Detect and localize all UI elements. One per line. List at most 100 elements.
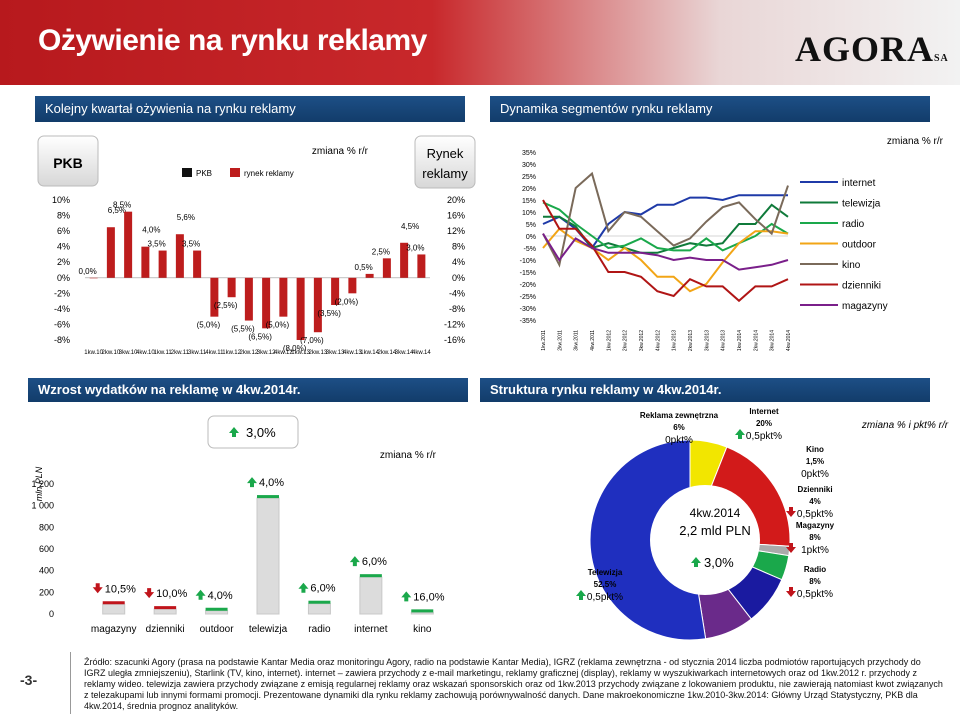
y-right-tick: -16%	[444, 335, 465, 345]
x-tick-label: 1kw.2012	[606, 330, 612, 351]
total-change-arrow	[229, 427, 239, 437]
x-tick-label: 1kw.2013	[672, 330, 678, 351]
spend-bar-cap	[205, 607, 228, 611]
y-left-tick: 8%	[57, 211, 70, 221]
ad-spend-growth-chart: mln PLN zmiana % r/r 3,0% 1 200 1 000 800 60…	[31, 415, 445, 635]
ad-market-bar	[382, 258, 391, 278]
spend-bar	[307, 603, 331, 615]
ad-market-label: 8,5%	[113, 201, 131, 210]
x-tick-label: 3kw.11	[188, 350, 207, 356]
series-line-dzienniki	[542, 199, 789, 303]
ad-market-label: (2,5%)	[214, 301, 238, 310]
ad-market-bar	[313, 277, 322, 333]
y-left-tick: -8%	[54, 335, 70, 345]
y-tick: -35%	[520, 318, 536, 325]
legend-pkb: PKB	[196, 169, 212, 178]
y-tick: 35%	[522, 150, 536, 157]
y-tick: 20%	[522, 186, 536, 193]
y-left-tick: 10%	[52, 195, 70, 205]
slice-share: 6%	[673, 423, 685, 432]
slice-name: Reklama zewnętrzna	[640, 411, 719, 420]
slice-name: Magazyny	[796, 521, 835, 530]
y-left-tick: -4%	[54, 304, 70, 314]
pie-center	[650, 485, 760, 595]
y-tick: 30%	[522, 162, 536, 169]
y-tick: -20%	[520, 282, 536, 289]
slice-change: 0pkt%	[665, 435, 693, 446]
slice-change: 0,5pkt%	[797, 509, 833, 520]
y-right-tick: 16%	[447, 211, 465, 221]
series-line-telewizja	[543, 203, 789, 254]
page-title: Ożywienie na rynku reklamy	[38, 24, 427, 57]
pie-center-period: 4kw.2014	[690, 506, 741, 520]
y-tick: 25%	[522, 174, 536, 181]
pie-slice	[589, 439, 707, 641]
x-tick-label: 3kw.2012	[639, 330, 645, 351]
x-tick-label: 4kw.2013	[721, 330, 727, 351]
x-tick-label: 4kw.12	[274, 350, 293, 356]
ad-market-label: 3,5%	[148, 240, 166, 249]
ad-market-label: 3,0%	[406, 243, 424, 252]
rynek-badge	[414, 135, 476, 189]
legend-label-dzienniki: dzienniki	[842, 281, 881, 292]
legend-label-radio: radio	[842, 219, 865, 230]
footer-divider	[70, 652, 71, 714]
ad-market-bar	[400, 242, 409, 278]
slice-change-arrow	[786, 507, 796, 517]
legend-rynek-swatch	[230, 168, 240, 177]
ad-market-label: (8,0%)	[283, 344, 307, 353]
slice-change: 0pkt%	[801, 469, 829, 480]
pie-center-arrow	[691, 557, 701, 567]
y-left-tick: 6%	[57, 226, 70, 236]
legend-label-telewizja: telewizja	[842, 199, 881, 210]
x-tick-label: 2kw.2014	[753, 330, 759, 351]
y-left-tick: -6%	[54, 319, 70, 329]
slice-share: 52,5%	[594, 580, 617, 589]
x-tick-label: 1kw.13	[291, 350, 310, 356]
ad-market-bar	[89, 277, 98, 279]
slice-share: 8%	[809, 577, 821, 586]
change-label: 4,0%	[259, 477, 284, 489]
ad-market-bar	[331, 277, 340, 305]
change-label: 10,0%	[156, 588, 187, 600]
category-label: outdoor	[200, 624, 235, 635]
x-tick-label: 3kw.10	[119, 350, 138, 356]
y-tick: -10%	[520, 258, 536, 265]
y-left-tick: 4%	[57, 242, 70, 252]
ad-market-bar	[279, 277, 288, 317]
y-left-tick: 0%	[57, 273, 70, 283]
change-label: 16,0%	[413, 591, 444, 603]
chart3-ylabel: mln PLN	[34, 466, 44, 501]
y-tick: 400	[39, 566, 54, 576]
spend-bar-cap	[308, 600, 331, 604]
spend-bar-cap	[411, 609, 434, 613]
slice-name: Kino	[806, 445, 824, 454]
section-header-bottom-right: Struktura rynku reklamy w 4kw.2014r.	[480, 378, 930, 402]
ad-market-label: (6,5%)	[248, 332, 272, 341]
agora-logo: AGORASA	[795, 28, 949, 70]
spend-bar-cap	[154, 606, 177, 610]
y-right-tick: 20%	[447, 195, 465, 205]
x-tick-label: 4kw.2014	[786, 330, 792, 351]
x-tick-label: 2kw.2011	[557, 330, 563, 351]
change-label: 10,5%	[105, 583, 136, 595]
change-arrow	[349, 556, 360, 567]
y-right-tick: 0%	[452, 273, 465, 283]
y-right-tick: -4%	[449, 288, 465, 298]
spend-bar	[256, 497, 280, 615]
x-tick-label: 3kw.13	[326, 350, 345, 356]
pkb-label: 5,6%	[177, 213, 195, 222]
change-label: 6,0%	[362, 556, 387, 568]
chart2-note: zmiana % r/r	[887, 136, 944, 147]
y-tick: 1 200	[31, 479, 54, 489]
y-tick: -25%	[520, 294, 536, 301]
ad-market-bar	[175, 234, 184, 278]
spend-bar-cap	[102, 601, 125, 605]
x-tick-label: 3kw.14	[395, 350, 414, 356]
slice-name: Telewizja	[588, 568, 623, 577]
pkb-badge-label: PKB	[53, 155, 83, 171]
y-left-tick: 2%	[57, 257, 70, 267]
category-label: telewizja	[249, 624, 288, 635]
logo-suffix: SA	[934, 53, 949, 64]
legend-label-magazyny: magazyny	[842, 301, 888, 312]
